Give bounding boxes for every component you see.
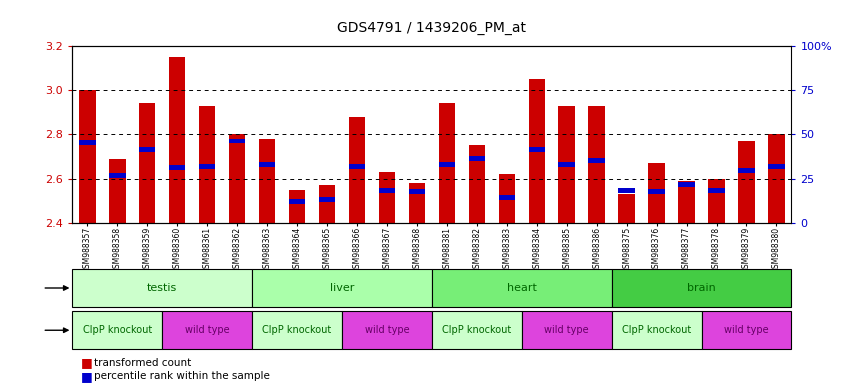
Bar: [349, 117, 365, 223]
Bar: [678, 181, 694, 223]
Bar: [708, 188, 725, 193]
Bar: [768, 134, 785, 223]
Bar: [408, 189, 426, 194]
Bar: [588, 159, 605, 163]
Text: wild type: wild type: [724, 325, 768, 335]
Text: ClpP knockout: ClpP knockout: [443, 325, 511, 335]
Bar: [522, 311, 612, 349]
Bar: [739, 141, 755, 223]
Bar: [469, 146, 485, 223]
Bar: [163, 311, 252, 349]
Text: wild type: wild type: [185, 325, 230, 335]
Text: transformed count: transformed count: [94, 358, 191, 368]
Bar: [469, 156, 485, 161]
Bar: [169, 57, 186, 223]
Bar: [648, 163, 665, 223]
Bar: [79, 140, 95, 144]
Bar: [252, 311, 342, 349]
Bar: [678, 182, 694, 187]
Bar: [619, 194, 635, 223]
Bar: [139, 104, 156, 223]
Text: brain: brain: [687, 283, 716, 293]
Bar: [288, 190, 306, 223]
Text: ClpP knockout: ClpP knockout: [83, 325, 151, 335]
Bar: [139, 147, 156, 152]
Text: testis: testis: [147, 283, 177, 293]
Bar: [588, 106, 605, 223]
Bar: [499, 174, 515, 223]
Text: liver: liver: [330, 283, 354, 293]
Bar: [431, 269, 612, 307]
Text: heart: heart: [507, 283, 537, 293]
Text: ClpP knockout: ClpP knockout: [262, 325, 332, 335]
Bar: [528, 79, 545, 223]
Bar: [229, 134, 245, 223]
Bar: [768, 164, 785, 169]
Bar: [259, 162, 276, 167]
Bar: [72, 269, 252, 307]
Bar: [109, 173, 125, 178]
Bar: [558, 106, 575, 223]
Bar: [648, 189, 665, 194]
Bar: [349, 164, 365, 169]
Bar: [528, 147, 545, 152]
Bar: [708, 179, 725, 223]
Bar: [319, 197, 335, 202]
Bar: [109, 159, 125, 223]
Text: wild type: wild type: [545, 325, 589, 335]
Bar: [229, 139, 245, 144]
Bar: [288, 199, 306, 204]
Bar: [379, 188, 395, 193]
Bar: [252, 269, 431, 307]
Bar: [79, 90, 95, 223]
Bar: [499, 195, 515, 200]
Bar: [319, 185, 335, 223]
Text: ■: ■: [81, 356, 93, 369]
Bar: [619, 188, 635, 193]
Bar: [408, 183, 426, 223]
Text: ■: ■: [81, 370, 93, 383]
Bar: [739, 169, 755, 173]
Bar: [701, 311, 791, 349]
Text: percentile rank within the sample: percentile rank within the sample: [94, 371, 270, 381]
Bar: [169, 165, 186, 170]
Bar: [438, 162, 455, 167]
Bar: [431, 311, 522, 349]
Text: ClpP knockout: ClpP knockout: [622, 325, 691, 335]
Bar: [612, 269, 791, 307]
Bar: [379, 172, 395, 223]
Bar: [72, 311, 163, 349]
Bar: [199, 106, 215, 223]
Bar: [558, 162, 575, 167]
Text: GDS4791 / 1439206_PM_at: GDS4791 / 1439206_PM_at: [337, 21, 527, 35]
Text: wild type: wild type: [364, 325, 409, 335]
Bar: [199, 164, 215, 169]
Bar: [259, 139, 276, 223]
Bar: [438, 104, 455, 223]
Bar: [342, 311, 432, 349]
Bar: [612, 311, 701, 349]
